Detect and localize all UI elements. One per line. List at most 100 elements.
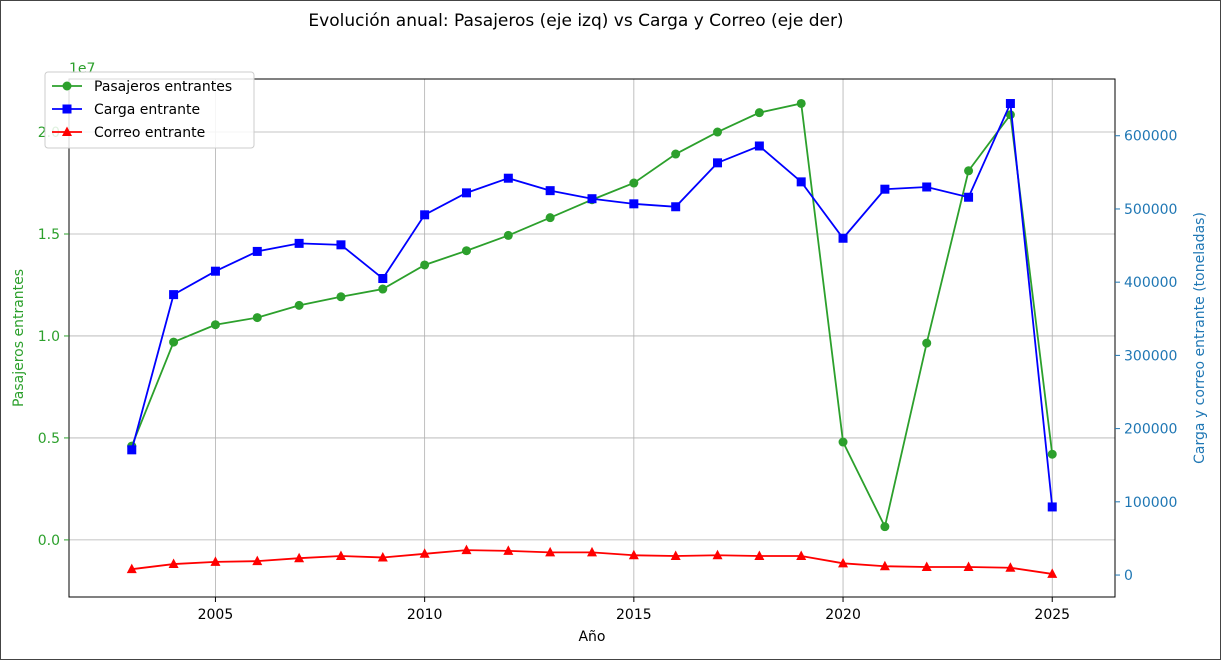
data-point — [503, 545, 514, 555]
x-tick-label: 2020 — [825, 607, 861, 623]
data-point — [629, 178, 639, 188]
legend-box — [44, 71, 255, 149]
data-point — [461, 188, 471, 198]
data-point — [796, 98, 806, 108]
legend: Pasajeros entrantes Carga entrante Correo … — [44, 71, 255, 149]
right-tick-label: 500000 — [1124, 202, 1177, 218]
data-point — [922, 182, 932, 192]
data-point — [294, 238, 304, 248]
data-point — [670, 550, 681, 560]
data-point — [378, 274, 388, 284]
right-tick-label: 400000 — [1124, 275, 1177, 291]
data-point — [587, 194, 597, 204]
data-point — [880, 522, 890, 532]
data-point — [796, 550, 807, 560]
legend-marker — [62, 126, 72, 136]
data-point — [503, 173, 513, 183]
left-tick-label: 0.5 — [38, 431, 60, 447]
legend-item: Carga entrante — [52, 102, 200, 118]
data-point — [838, 557, 849, 568]
right-tick-label: 600000 — [1124, 129, 1177, 145]
data-point — [754, 108, 764, 118]
data-point — [461, 246, 471, 256]
data-point — [629, 199, 639, 209]
legend-label: Carga entrante — [94, 102, 200, 118]
legend-label: Correo entrante — [94, 125, 205, 141]
data-point — [628, 549, 639, 560]
x-tick-label: 2025 — [1034, 607, 1070, 623]
data-point — [713, 158, 723, 168]
x-tick-label: 2010 — [407, 607, 443, 623]
data-point — [169, 337, 179, 347]
x-axis-label: Año — [578, 629, 605, 645]
data-point — [671, 149, 681, 159]
data-point — [964, 192, 974, 202]
data-point — [210, 320, 220, 330]
data-point — [419, 548, 430, 558]
series-line — [130, 102, 1054, 530]
data-point — [880, 184, 890, 194]
right-tick-label: 300000 — [1124, 348, 1177, 364]
legend-label: Pasajeros entrantes — [94, 79, 232, 95]
data-point — [713, 127, 723, 137]
data-point — [335, 550, 346, 560]
data-point — [964, 166, 974, 176]
left-tick-label: 1.0 — [38, 329, 60, 345]
data-point — [420, 210, 430, 220]
left-tick-label: 0.0 — [38, 533, 60, 549]
right-tick-label: 0 — [1124, 568, 1133, 584]
data-point — [336, 240, 346, 250]
data-point — [378, 284, 388, 294]
left-axis-label: Pasajeros entrantes — [11, 269, 27, 407]
left-tick-label: 1.5 — [38, 227, 60, 243]
right-tick-label: 200000 — [1124, 422, 1177, 438]
data-point — [796, 177, 806, 187]
plot-area — [68, 78, 1116, 598]
data-point — [879, 560, 890, 571]
legend-marker — [62, 104, 72, 114]
series-1 — [127, 99, 1057, 512]
data-point — [127, 445, 137, 455]
data-point — [545, 546, 556, 557]
data-point — [377, 551, 388, 562]
data-point — [1005, 99, 1015, 109]
data-point — [838, 233, 848, 243]
right-tick-label: 100000 — [1124, 495, 1177, 511]
data-point — [210, 556, 221, 566]
legend-marker — [62, 81, 72, 91]
chart-title: Evolución anual: Pasajeros (eje izq) vs … — [308, 11, 843, 31]
x-tick-label: 2005 — [198, 607, 234, 623]
data-point — [168, 558, 179, 569]
data-point — [126, 563, 137, 574]
series-line — [130, 100, 1054, 508]
axes-ticks: 200520102015202020250.00.51.01.52.001000… — [38, 125, 1178, 623]
data-point — [587, 546, 597, 557]
data-point — [420, 260, 430, 270]
data-point — [210, 266, 220, 276]
data-point — [1047, 502, 1057, 512]
data-point — [712, 549, 723, 560]
data-point — [545, 186, 555, 196]
data-point — [671, 202, 681, 212]
data-point — [922, 338, 932, 348]
x-tick-label: 2015 — [616, 607, 652, 623]
legend-item: Pasajeros entrantes — [52, 79, 232, 95]
data-point — [921, 561, 932, 571]
data-point — [1005, 562, 1016, 572]
data-point — [838, 437, 848, 447]
data-point — [754, 141, 764, 151]
series-layer — [126, 98, 1058, 578]
data-point — [1047, 449, 1057, 459]
data-point — [503, 230, 513, 240]
data-point — [252, 313, 262, 323]
legend-item: Correo entrante — [52, 125, 205, 141]
series-0 — [127, 98, 1057, 532]
data-point — [336, 292, 346, 302]
right-axis-label: Carga y correo entrante (toneladas) — [1192, 212, 1208, 464]
data-point — [252, 246, 262, 256]
data-point — [963, 561, 974, 571]
data-point — [169, 290, 179, 300]
data-point — [294, 552, 305, 563]
data-point — [545, 213, 555, 223]
series-2 — [126, 544, 1058, 578]
